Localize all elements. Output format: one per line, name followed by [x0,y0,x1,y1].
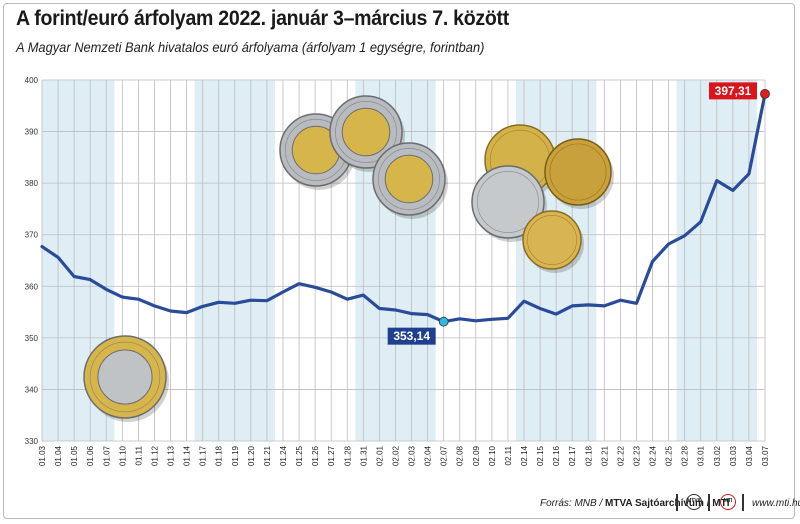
min-point-marker [438,316,449,327]
x-tick-label: 02.25 [665,445,674,466]
x-tick-label: 02.18 [584,445,593,466]
y-tick-label: 400 [25,76,39,85]
x-tick-label: 01.31 [359,445,368,466]
x-tick-label: 03.01 [697,445,706,466]
series-line [40,92,767,324]
x-tick-label: 01.26 [311,445,320,466]
y-tick-label: 330 [25,437,39,446]
x-tick-label: 01.21 [263,445,272,466]
x-tick-label: 02.07 [440,445,449,466]
coin-ring [477,171,539,233]
coin-ring [526,215,577,266]
x-tick-label: 02.11 [504,445,513,465]
x-tick-label: 01.07 [102,445,111,466]
x-tick-label: 01.06 [86,445,95,466]
separator [676,494,678,511]
source-bold: MTVA Sajtóarchívum / MTI [605,498,730,509]
x-tick-label: 02.08 [456,445,465,466]
x-tick-label: 01.05 [70,445,79,466]
x-tick-label: 01.17 [199,445,208,466]
coin-100-forint-icon [372,142,448,219]
x-tick-label: 02.04 [424,445,433,466]
value-label: 397,31 [715,84,752,98]
x-tick-label: 01.04 [54,445,63,466]
x-tick-label: 01.28 [343,445,352,466]
x-tick-label: 01.11 [134,445,143,465]
y-tick-label: 360 [25,282,39,291]
x-tick-label: 01.18 [215,445,224,466]
y-tick-label: 390 [25,128,39,137]
value-label: 353,14 [393,329,430,343]
separator [742,494,744,511]
annotations: 397,31 353,14 [387,82,770,345]
coin-20-forint-icon [544,138,614,209]
x-tick-label: 02.03 [408,445,417,466]
coin-5-forint-icon [522,210,584,273]
x-tick-label: 01.25 [295,445,304,466]
x-tick-label: 01.14 [183,445,192,466]
x-tick-label: 03.07 [761,445,770,466]
x-tick-label: 02.24 [649,445,658,466]
value-label-box [709,82,757,100]
y-axis: 330 340 350 360 370 380 390 400 [25,76,39,446]
mtva-logo-icon: MTVA [686,494,702,510]
y-tick-label: 370 [25,231,39,240]
chart-title: A forint/euró árfolyam 2022. január 3–má… [16,7,509,30]
x-axis: 01.03 01.04 01.05 01.06 01.07 01.10 01.11 01.12… [38,445,770,466]
x-tick-label: 02.09 [472,445,481,466]
x-tick-label: 01.12 [150,445,159,466]
x-tick-label: 02.02 [391,445,400,466]
x-tick-label: 02.16 [552,445,561,466]
coin-ring [378,148,440,210]
x-tick-label: 01.27 [327,445,336,466]
coin-illustrations [83,95,614,422]
separator [708,494,710,511]
y-tick-label: 350 [25,334,39,343]
x-tick-label: 01.19 [231,445,240,466]
y-tick-label: 380 [25,179,39,188]
x-tick-label: 03.02 [713,445,722,466]
x-tick-label: 02.22 [616,445,625,466]
source-prefix: Forrás: MNB / [540,498,606,509]
series [40,92,767,324]
x-tick-label: 01.10 [118,445,127,466]
x-tick-label: 02.15 [536,445,545,466]
x-tick-label: 01.13 [167,445,176,466]
x-tick-label: 02.28 [681,445,690,466]
chart-subtitle: A Magyar Nemzeti Bank hivatalos euró árf… [16,39,485,55]
coin-ring [89,341,161,413]
x-tick-label: 01.03 [38,445,47,466]
mti-logo-icon: MTI [720,494,736,510]
coin-rim [471,165,545,239]
coin-rim [544,138,612,206]
coin-ring [335,101,397,163]
x-tick-label: 02.14 [520,445,529,466]
x-tick-label: 02.17 [568,445,577,466]
chart-frame [3,3,795,519]
max-point-marker [760,88,770,99]
coin-core [384,154,434,204]
coin-rim [522,210,582,270]
x-tick-label: 03.04 [745,445,754,466]
x-tick-label: 02.10 [488,445,497,466]
x-tick-label: 01.20 [247,445,256,466]
x-tick-label: 02.01 [375,445,384,466]
x-tick-label: 01.24 [279,445,288,466]
coin-ring [549,143,607,201]
footer-url: www.mti.hu [752,498,800,509]
coin-core [341,107,391,157]
coin-core [97,349,153,405]
value-label-box [387,327,436,345]
source-footer: Forrás: MNB / MTVA Sajtóarchívum / MTI [540,498,729,509]
coin-1-euro-icon [83,335,169,422]
x-tick-label: 02.23 [632,445,641,466]
x-tick-label: 03.03 [729,445,738,466]
x-tick-label: 02.21 [600,445,609,466]
y-tick-label: 340 [25,385,39,394]
